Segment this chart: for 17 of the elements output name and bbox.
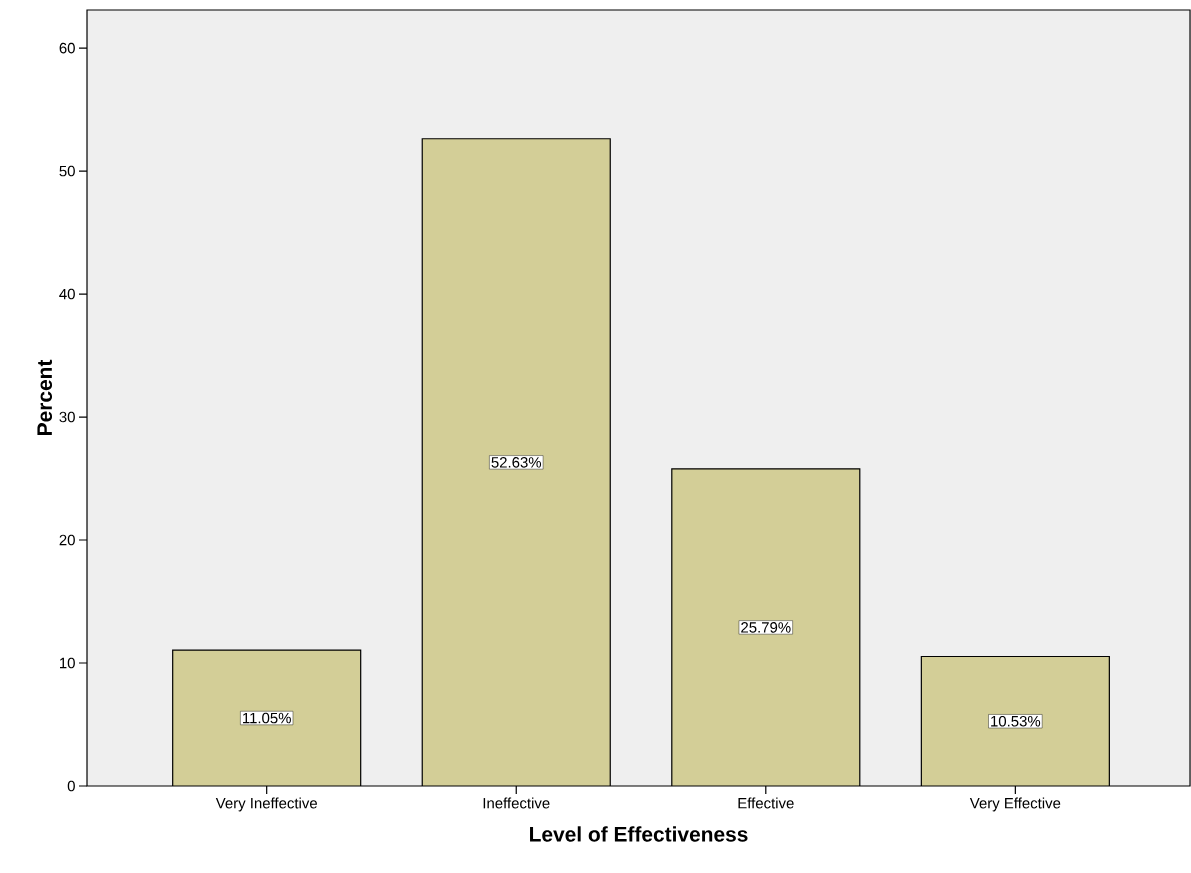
data-label: 25.79% (741, 622, 791, 633)
y-tick-label: 0 (67, 780, 75, 792)
y-tick-label: 40 (59, 288, 75, 300)
data-label: 10.53% (991, 715, 1041, 727)
y-axis-title: Percent (37, 359, 53, 435)
y-tick-label: 60 (59, 42, 75, 54)
y-tick-label: 30 (59, 411, 75, 423)
data-label: 52.63% (491, 457, 542, 468)
x-axis-title: Level of Effectiveness (530, 826, 748, 842)
x-tick-label: Very Effective (969, 797, 1061, 812)
x-tick-label: Effective (738, 797, 794, 809)
x-tick-label: Ineffective (483, 797, 550, 809)
y-tick-label: 20 (59, 534, 75, 546)
data-label: 11.05% (243, 712, 291, 724)
y-tick-label: 10 (60, 657, 75, 669)
x-tick-label: Very Ineffective (215, 797, 317, 812)
y-tick-label: 50 (59, 165, 75, 177)
